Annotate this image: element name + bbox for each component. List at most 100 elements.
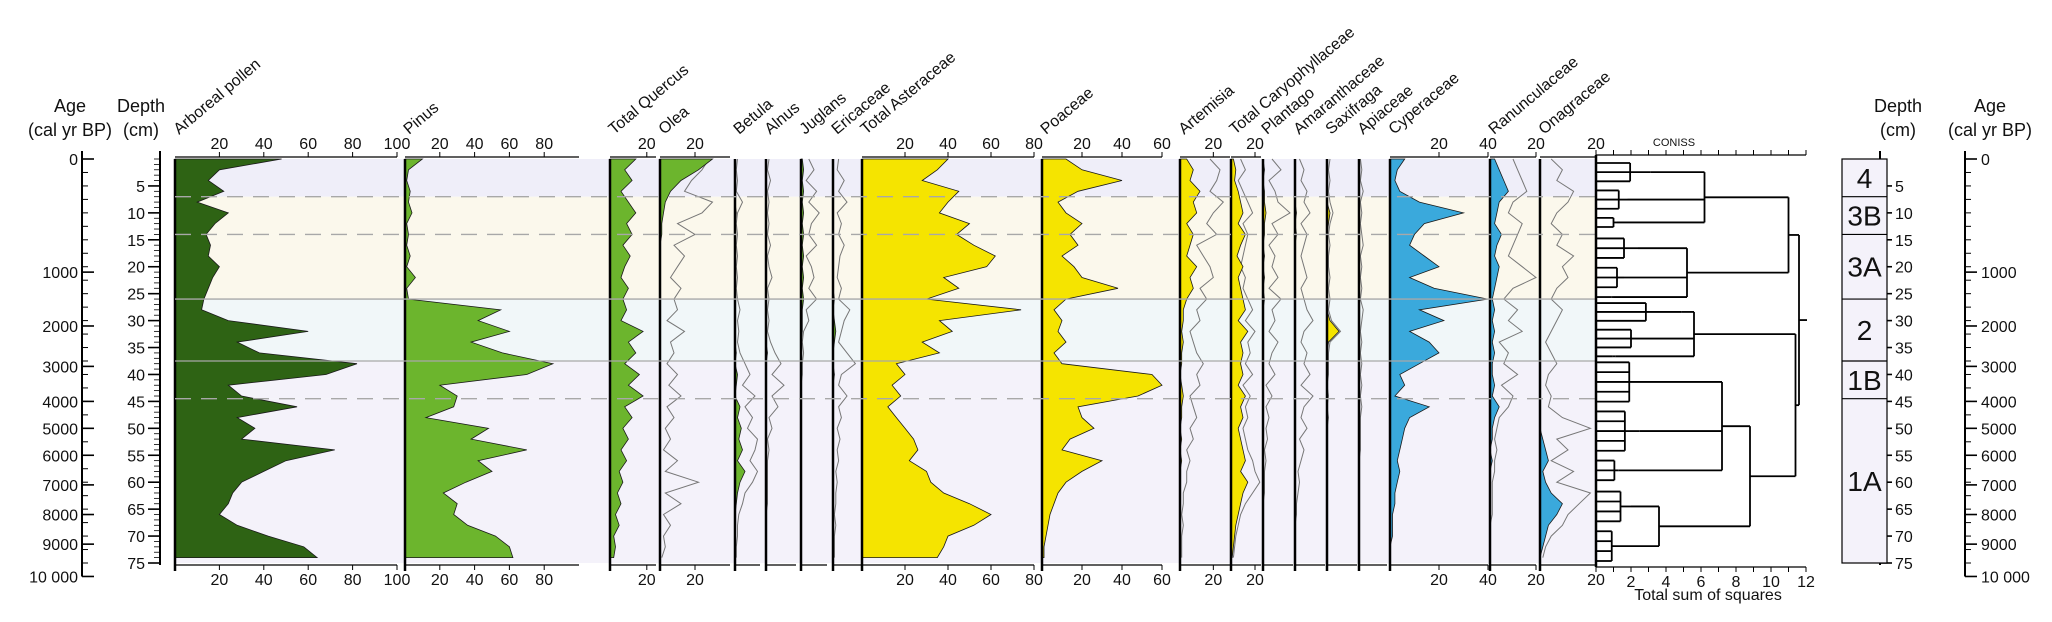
taxon-label-9: Poaceae <box>1038 84 1097 138</box>
top-tick-label-16-1: 40 <box>1479 136 1497 153</box>
right-age-unit: (cal yr BP) <box>1948 120 2032 140</box>
right-age-tick-label-7: 7000 <box>1981 478 2017 495</box>
age-tick-label-6: 6000 <box>42 448 78 465</box>
top-tick-label-8-1: 40 <box>939 136 957 153</box>
right-age-tick-label-1: 1000 <box>1981 265 2017 282</box>
top-tick-label-1-2: 60 <box>501 136 519 153</box>
coniss-tick-label-5: 12 <box>1797 574 1815 591</box>
depth-tick-label-12: 65 <box>127 502 145 519</box>
right-depth-tick-label-12: 65 <box>1895 502 1913 519</box>
top-tick-label-0-0: 20 <box>211 136 229 153</box>
bottom-tick-label-8-2: 60 <box>982 572 1000 589</box>
bottom-tick-label-1-2: 60 <box>501 572 519 589</box>
right-depth-tick-label-5: 30 <box>1895 314 1913 331</box>
bottom-tick-label-9-2: 60 <box>1153 572 1171 589</box>
coniss-tick-label-3: 8 <box>1732 574 1741 591</box>
top-tick-label-8-2: 60 <box>982 136 1000 153</box>
top-tick-label-0-2: 60 <box>299 136 317 153</box>
right-depth-header: Depth <box>1874 96 1922 116</box>
age-tick-label-2: 2000 <box>42 319 78 336</box>
left-age-header: Age <box>54 96 86 116</box>
top-tick-label-9-1: 40 <box>1113 136 1131 153</box>
right-depth-tick-label-4: 25 <box>1895 287 1913 304</box>
coniss-tick-label-1: 4 <box>1662 574 1671 591</box>
right-depth-tick-label-7: 40 <box>1895 367 1913 384</box>
outline-curve-5 <box>765 158 785 558</box>
taxon-label-17: Ranunculaceae <box>1486 54 1582 139</box>
depth-tick-label-9: 50 <box>127 421 145 438</box>
bottom-tick-label-11-0: 20 <box>1246 572 1264 589</box>
outline-curve-4 <box>735 158 759 558</box>
coniss-tick-label-2: 6 <box>1697 574 1706 591</box>
right-depth-tick-label-0: 5 <box>1895 179 1904 196</box>
outline-curve-12 <box>1262 158 1291 558</box>
depth-tick-label-3: 20 <box>127 260 145 277</box>
taxon-label-10: Artemisia <box>1176 82 1238 138</box>
age-tick-label-1: 1000 <box>42 265 78 282</box>
right-age-tick-label-2: 2000 <box>1981 319 2017 336</box>
right-depth-tick-label-9: 50 <box>1895 421 1913 438</box>
area-16 <box>1389 158 1489 558</box>
zone-boundaries <box>175 196 1595 400</box>
top-tick-label-9-2: 60 <box>1153 136 1171 153</box>
bottom-tick-label-8-1: 40 <box>939 572 957 589</box>
bottom-tick-label-0-1: 40 <box>255 572 273 589</box>
right-depth-tick-label-14: 75 <box>1895 556 1913 573</box>
bottom-tick-label-8-3: 80 <box>1025 572 1043 589</box>
age-tick-label-4: 4000 <box>42 394 78 411</box>
right-depth-tick-label-6: 35 <box>1895 341 1913 358</box>
bottom-tick-label-8-0: 20 <box>896 572 914 589</box>
zone-label-2: 2 <box>1857 315 1873 346</box>
top-tick-label-3-0: 20 <box>686 136 704 153</box>
left-depth-unit: (cm) <box>123 120 159 140</box>
top-tick-label-18-0: 20 <box>1587 136 1605 153</box>
top-tick-label-11-0: 20 <box>1246 136 1264 153</box>
zone-label-1B: 1B <box>1847 365 1881 396</box>
depth-tick-label-7: 40 <box>127 367 145 384</box>
top-tick-label-9-0: 20 <box>1073 136 1091 153</box>
outline-curve-7 <box>833 158 857 558</box>
age-tick-label-7: 7000 <box>42 478 78 495</box>
top-tick-label-1-3: 80 <box>535 136 553 153</box>
right-depth-tick-label-2: 15 <box>1895 233 1913 250</box>
top-tick-label-0-3: 80 <box>344 136 362 153</box>
top-tick-label-17-0: 20 <box>1527 136 1545 153</box>
top-tick-label-10-0: 20 <box>1204 136 1222 153</box>
outline-curve-18 <box>1542 158 1592 558</box>
bottom-tick-label-3-0: 20 <box>686 572 704 589</box>
outline-curve-3 <box>661 158 714 558</box>
top-tick-label-8-3: 80 <box>1025 136 1043 153</box>
coniss-title: CONISS <box>1653 137 1695 149</box>
bottom-tick-label-0-2: 60 <box>299 572 317 589</box>
coniss-dendrogram: CONISS Total sum of squares 2 4 6 8 10 12 <box>1594 137 1815 604</box>
top-tick-label-0-4: 100 <box>384 136 411 153</box>
right-depth-unit: (cm) <box>1880 120 1916 140</box>
top-tick-label-1-1: 40 <box>466 136 484 153</box>
age-tick-label-3: 3000 <box>42 359 78 376</box>
left-axes: Age (cal yr BP) Depth (cm) 0 1000 2000 3000… <box>28 96 165 586</box>
depth-tick-label-4: 25 <box>127 287 145 304</box>
right-depth-tick-label-13: 70 <box>1895 529 1913 546</box>
depth-tick-label-1: 10 <box>127 206 145 223</box>
taxon-label-3: Olea <box>656 103 693 138</box>
area-1 <box>404 158 555 559</box>
right-age-tick-label-3: 3000 <box>1981 359 2017 376</box>
bottom-tick-label-2-0: 20 <box>638 572 656 589</box>
zone-label-3B: 3B <box>1847 201 1881 232</box>
depth-tick-label-13: 70 <box>127 529 145 546</box>
coniss-tick-label-4: 10 <box>1762 574 1780 591</box>
left-age-unit: (cal yr BP) <box>28 120 112 140</box>
depth-tick-label-6: 35 <box>127 341 145 358</box>
right-age-tick-label-5: 5000 <box>1981 421 2017 438</box>
age-tick-label-9: 9000 <box>42 537 78 554</box>
right-age-header: Age <box>1974 96 2006 116</box>
depth-tick-label-8: 45 <box>127 394 145 411</box>
depth-tick-label-14: 75 <box>127 556 145 573</box>
area-11 <box>1230 158 1249 559</box>
right-age-tick-label-10: 10 000 <box>1981 569 2030 586</box>
area-0 <box>174 158 358 559</box>
right-depth-tick-label-11: 60 <box>1895 475 1913 492</box>
bottom-tick-label-0-0: 20 <box>211 572 229 589</box>
right-depth-tick-label-10: 55 <box>1895 448 1913 465</box>
